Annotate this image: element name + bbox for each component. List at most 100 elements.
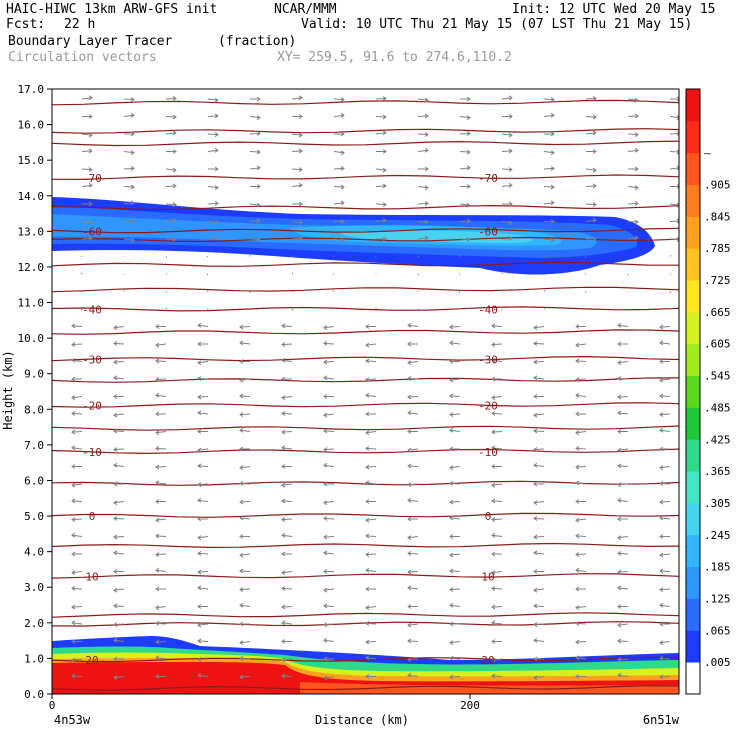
vector-arrow <box>207 202 219 205</box>
vector-arrow <box>417 133 429 136</box>
vector-head <box>508 182 513 188</box>
vector-arrow <box>617 658 629 661</box>
vector-head <box>407 585 412 591</box>
y-tick-label: 17.0 <box>18 83 45 96</box>
vector-head <box>508 95 513 101</box>
vector-arrow <box>332 255 335 257</box>
vector-arrow <box>617 465 629 467</box>
vector-arrow <box>113 430 125 432</box>
vector-head <box>592 217 597 223</box>
vector-head <box>71 532 76 538</box>
vector-arrow <box>491 325 503 327</box>
vector-head <box>256 115 261 121</box>
vector-arrow <box>197 361 209 364</box>
vector-head <box>239 655 244 661</box>
vector-arrow <box>449 429 461 432</box>
vector-head <box>71 639 76 644</box>
colorbar-swatch <box>686 471 700 504</box>
colorbar-label: .845 <box>704 210 731 223</box>
vector-arrow <box>575 641 587 643</box>
vector-head <box>239 674 244 680</box>
vector-head <box>634 166 639 172</box>
vector-head <box>214 97 219 103</box>
vector-head <box>659 480 664 486</box>
vector-head <box>617 463 622 469</box>
vector-head <box>365 480 370 486</box>
vector-head <box>491 604 496 610</box>
vector-head <box>365 411 370 417</box>
vector-arrow <box>533 605 545 607</box>
vector-head <box>281 551 286 557</box>
vector-head <box>676 96 679 102</box>
vector-arrow <box>165 185 177 187</box>
vector-head <box>407 360 412 366</box>
colorbar-label: .305 <box>704 497 731 510</box>
colorbar-swatch <box>686 184 700 217</box>
vector-arrow <box>617 324 629 327</box>
vector-head <box>407 550 412 556</box>
vector-arrow <box>491 396 503 399</box>
vector-arrow <box>239 466 251 469</box>
vector-arrow <box>407 412 419 415</box>
vector-arrow <box>281 431 293 433</box>
vector-head <box>424 97 429 103</box>
vector-head <box>449 568 454 574</box>
contour-label: -60 <box>478 225 498 238</box>
colorbar-label: .725 <box>704 274 731 287</box>
vector-head <box>659 412 664 418</box>
vector-head <box>197 410 202 416</box>
vector-head <box>340 131 345 137</box>
vector-arrow <box>575 431 587 434</box>
vector-head <box>256 130 261 136</box>
vector-head <box>424 185 429 191</box>
vector-arrow <box>239 378 251 381</box>
vector-head <box>491 395 496 401</box>
vector-head <box>214 185 219 191</box>
vector-head <box>676 184 679 189</box>
vector-arrow <box>281 622 293 625</box>
vector-arrow <box>71 606 83 608</box>
contour-label: -20 <box>82 400 102 413</box>
vector-head <box>71 395 76 401</box>
vector-head <box>491 342 496 348</box>
vector-arrow <box>669 203 679 206</box>
vector-head <box>575 324 580 329</box>
vector-arrow <box>155 518 167 521</box>
vector-arrow <box>669 238 679 241</box>
vector-arrow <box>155 553 167 556</box>
vector-arrow <box>113 326 125 329</box>
vector-head <box>239 480 244 486</box>
colorbar-label: .185 <box>704 561 731 574</box>
vector-head <box>113 569 118 574</box>
isotherm-line <box>52 306 679 312</box>
vector-arrow <box>659 676 671 678</box>
vector-arrow <box>659 342 671 345</box>
isotherm-line <box>52 685 679 691</box>
vector-head <box>634 147 639 153</box>
vector-head <box>617 394 622 400</box>
vector-head <box>508 220 513 226</box>
vector-head <box>449 393 454 399</box>
vector-arrow <box>333 202 345 205</box>
vector-head <box>113 428 118 434</box>
vector-arrow <box>323 464 335 467</box>
vector-head <box>71 482 76 488</box>
vector-head <box>113 603 118 609</box>
vector-head <box>382 217 387 223</box>
vector-head <box>365 392 370 398</box>
vector-head <box>239 324 244 330</box>
vector-head <box>407 638 412 644</box>
vector-head <box>634 132 639 138</box>
vector-head <box>382 149 387 154</box>
vector-arrow <box>585 203 597 206</box>
vector-head <box>466 237 471 243</box>
vector-arrow <box>449 676 461 678</box>
y-tick-label: 1.0 <box>24 652 44 665</box>
vector-arrow <box>533 552 545 555</box>
vector-arrow <box>365 569 377 572</box>
vector-head <box>676 218 679 224</box>
vector-head <box>449 480 454 486</box>
vector-arrow <box>659 466 671 469</box>
vector-head <box>491 532 496 538</box>
contour-label: -40 <box>82 304 102 317</box>
